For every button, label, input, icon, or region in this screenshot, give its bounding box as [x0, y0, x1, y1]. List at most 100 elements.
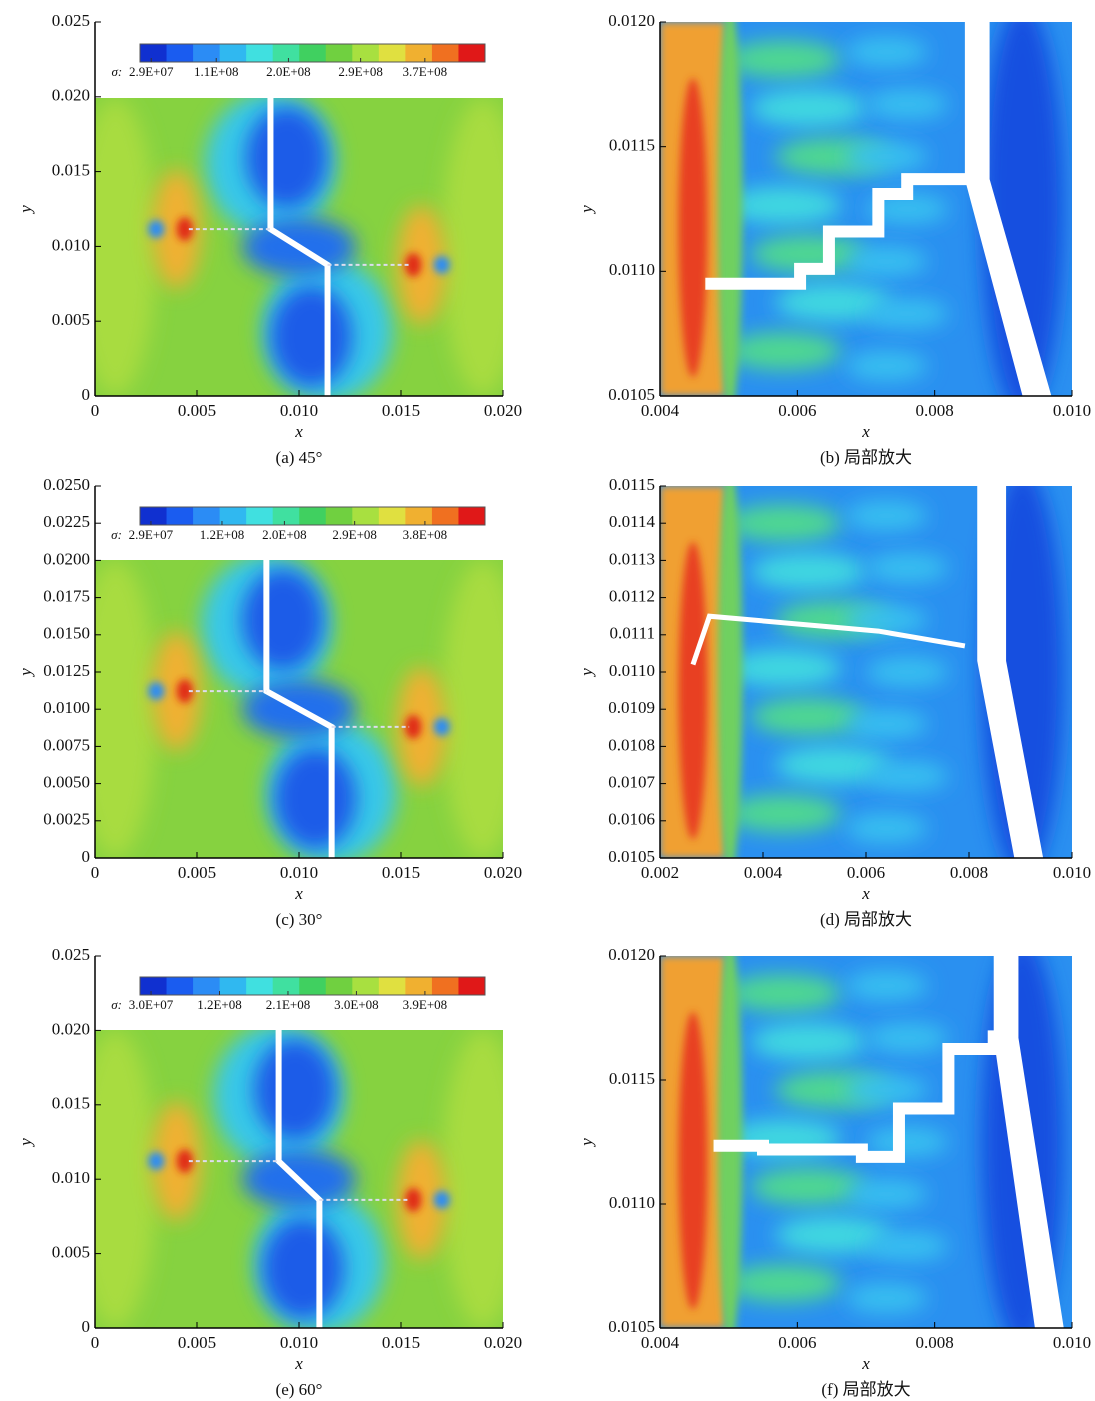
y-tick-label: 0.0110 — [609, 1193, 655, 1212]
y-tick-label: 0.010 — [52, 235, 90, 254]
x-tick-label: 0.008 — [916, 1333, 954, 1352]
colorbar-swatch — [193, 507, 221, 525]
field-blob — [866, 89, 949, 120]
field-blob — [274, 747, 357, 850]
crack — [713, 1030, 1000, 1163]
field-blob — [725, 186, 842, 224]
field-blob — [845, 709, 928, 739]
y-tick-label: 0.0107 — [608, 773, 655, 792]
colorbar-tick-label: 1.1E+08 — [194, 64, 239, 79]
y-tick-label: 0.0050 — [43, 773, 90, 792]
crack — [705, 173, 969, 290]
field-blob — [866, 1127, 949, 1157]
colorbar-swatch — [431, 977, 459, 995]
field-blob — [678, 541, 708, 840]
colorbar-swatch — [219, 977, 247, 995]
colorbar-swatch — [431, 507, 459, 525]
colorbar-label: σ: — [111, 997, 122, 1012]
y-axis-label: y — [16, 205, 35, 215]
x-axis-label: x — [294, 884, 303, 903]
colorbar-tick-label: 3.0E+08 — [334, 997, 379, 1012]
colorbar-label: σ: — [111, 64, 122, 79]
colorbar-swatch — [431, 44, 459, 62]
y-tick-label: 0.0115 — [609, 1069, 655, 1088]
colorbar-swatch — [166, 977, 194, 995]
colorbar-tick-label: 2.9E+08 — [338, 64, 383, 79]
field-blob — [95, 98, 157, 396]
field-blob — [678, 1011, 708, 1310]
field-blob — [845, 970, 928, 1001]
colorbar-swatch — [352, 44, 380, 62]
colorbar-swatch — [219, 44, 247, 62]
y-tick-label: 0.0250 — [43, 475, 90, 494]
y-tick-label: 0.0200 — [43, 549, 90, 568]
crack — [690, 613, 966, 666]
x-tick-label: 0.010 — [280, 863, 318, 882]
field-blob — [725, 40, 842, 79]
x-tick-label: 0.008 — [950, 863, 988, 882]
field-blob — [725, 1264, 842, 1302]
colorbar-swatch — [140, 977, 168, 995]
caption: (d) 局部放大 — [820, 910, 912, 929]
field-blob — [254, 1038, 336, 1141]
y-tick-label: 0.0120 — [608, 945, 655, 964]
caption: (c) 30° — [276, 910, 323, 929]
x-tick-label: 0.004 — [744, 863, 783, 882]
field-blob — [441, 98, 503, 396]
colorbar-tick-label: 3.7E+08 — [403, 64, 448, 79]
field-blob — [845, 141, 928, 172]
field-blob — [725, 504, 842, 542]
colorbar-swatch — [166, 507, 194, 525]
y-tick-label: 0.020 — [52, 86, 90, 105]
colorbar-frame — [139, 43, 486, 63]
y-tick-label: 0.015 — [52, 1094, 90, 1113]
field-blob — [148, 682, 165, 701]
x-tick-label: 0.020 — [484, 401, 522, 420]
y-tick-label: 0.0105 — [608, 1317, 655, 1336]
colorbar-tick-label: 2.9E+08 — [332, 527, 377, 542]
colorbar-swatch — [378, 44, 406, 62]
y-tick-label: 0.0110 — [609, 661, 655, 680]
y-tick-label: 0.0125 — [43, 661, 90, 680]
x-tick-label: 0.015 — [382, 1333, 420, 1352]
colorbar-swatch — [299, 977, 327, 995]
field-blob — [176, 217, 193, 242]
field-blob — [750, 1168, 866, 1206]
field-blob — [866, 1022, 949, 1053]
field-blob — [845, 1179, 928, 1209]
field-blob — [845, 1283, 928, 1314]
field-blob — [405, 714, 422, 739]
y-tick-label: 0.0100 — [43, 698, 90, 717]
y-tick-label: 0.020 — [52, 1019, 90, 1038]
field-blob — [845, 605, 928, 635]
field-blob — [750, 89, 866, 127]
colorbar-swatch — [272, 977, 300, 995]
y-axis-label: y — [577, 205, 596, 215]
y-tick-label: 0 — [82, 847, 91, 866]
crack — [275, 1030, 323, 1328]
field-blob — [678, 78, 708, 378]
y-tick-label: 0.025 — [52, 11, 90, 30]
colorbar-tick-label: 2.0E+08 — [266, 64, 311, 79]
y-tick-label: 0.0120 — [608, 11, 655, 30]
field-blob — [725, 649, 842, 687]
caption: (a) 45° — [276, 448, 323, 467]
colorbar-label: σ: — [111, 527, 122, 542]
colorbar-swatch — [352, 977, 380, 995]
x-tick-label: 0.006 — [778, 1333, 816, 1352]
y-tick-label: 0.025 — [52, 945, 90, 964]
y-tick-label: 0.0111 — [610, 624, 656, 643]
field-blob — [775, 283, 891, 322]
y-tick-label: 0.005 — [52, 310, 90, 329]
x-tick-label: 0 — [91, 863, 100, 882]
y-tick-label: 0.0108 — [608, 735, 655, 754]
x-tick-label: 0.005 — [178, 1333, 216, 1352]
colorbar-swatch — [458, 977, 486, 995]
colorbar-swatch — [378, 507, 406, 525]
colorbar-tick-label: 1.2E+08 — [197, 997, 242, 1012]
colorbar-swatch — [219, 507, 247, 525]
field-blob — [725, 974, 842, 1012]
contour-field — [95, 1030, 503, 1328]
colorbar-tick-label: 1.2E+08 — [200, 527, 245, 542]
